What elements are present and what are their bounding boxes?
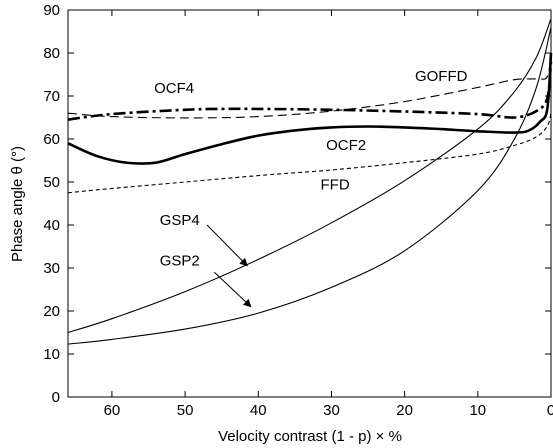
y-tick-label: 0: [52, 389, 60, 406]
curve-label-gsp4: GSP4: [160, 212, 200, 229]
curve-label-ocf2: OCF2: [326, 137, 366, 154]
x-tick-label: 20: [396, 402, 413, 419]
ticks: 60 50 40 30 20 10 0 0 10 20 30 40 50 60 70 80 90: [43, 2, 553, 419]
y-tick-label: 70: [43, 88, 60, 105]
x-axis-label: Velocity contrast (1 - p) × %: [218, 428, 402, 445]
x-tick-label: 10: [469, 402, 486, 419]
series-line-ocf4: [68, 62, 551, 120]
plot-frame: [68, 10, 551, 397]
x-tick-label: 50: [177, 402, 194, 419]
curve-label-gsp2: GSP2: [160, 252, 200, 269]
series-line-gsp4: [68, 19, 551, 333]
y-tick-label: 10: [43, 346, 60, 363]
x-tick-label: 40: [250, 402, 267, 419]
x-tick-label: 60: [104, 402, 121, 419]
series-line-ffd: [68, 113, 551, 193]
y-axis-label: Phase angle θ (°): [9, 146, 26, 262]
y-tick-label: 60: [43, 131, 60, 148]
label-arrow-gsp4: [207, 225, 247, 266]
y-tick-label: 50: [43, 174, 60, 191]
y-tick-label: 30: [43, 260, 60, 277]
y-tick-label: 40: [43, 217, 60, 234]
curves: [68, 19, 551, 345]
y-tick-label: 80: [43, 45, 60, 62]
x-tick-label: 30: [323, 402, 340, 419]
annotations: OCF4 GOFFD OCF2 FFD GSP4 GSP2: [154, 68, 468, 307]
curve-label-ffd: FFD: [321, 177, 350, 194]
y-tick-label: 90: [43, 2, 60, 19]
curve-label-goffd: GOFFD: [415, 68, 468, 85]
label-arrow-gsp2: [214, 272, 251, 306]
curve-label-ocf4: OCF4: [154, 80, 194, 97]
x-tick-label: 0: [547, 402, 553, 419]
y-tick-label: 20: [43, 303, 60, 320]
